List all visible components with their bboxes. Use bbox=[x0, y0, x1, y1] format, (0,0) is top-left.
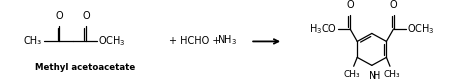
Text: O: O bbox=[346, 0, 354, 10]
Text: OCH$_3$: OCH$_3$ bbox=[98, 35, 125, 48]
Text: CH₃: CH₃ bbox=[344, 70, 360, 79]
Text: + HCHO +: + HCHO + bbox=[170, 36, 221, 46]
Text: NH$_3$: NH$_3$ bbox=[218, 33, 237, 47]
Text: H$_3$CO: H$_3$CO bbox=[309, 22, 337, 36]
Text: O: O bbox=[82, 11, 90, 21]
Text: OCH$_3$: OCH$_3$ bbox=[407, 22, 435, 36]
Text: O: O bbox=[390, 0, 397, 10]
Text: N: N bbox=[369, 71, 376, 81]
Text: H: H bbox=[374, 71, 381, 81]
Text: O: O bbox=[55, 11, 63, 21]
Text: CH₃: CH₃ bbox=[24, 36, 42, 46]
Text: CH₃: CH₃ bbox=[383, 70, 400, 79]
Text: Methyl acetoacetate: Methyl acetoacetate bbox=[35, 63, 135, 72]
